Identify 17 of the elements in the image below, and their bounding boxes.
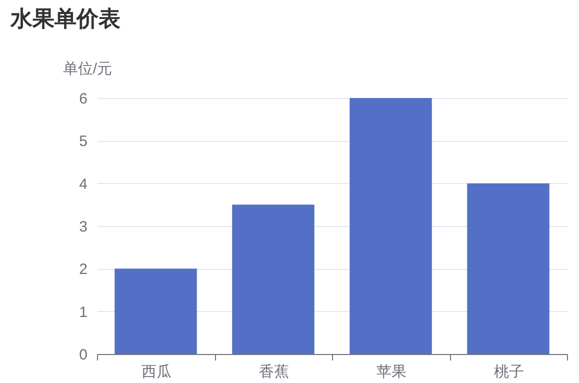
x-tick-label: 桃子 bbox=[494, 364, 524, 380]
bar bbox=[467, 183, 550, 354]
y-tick-label: 6 bbox=[79, 90, 88, 108]
bar bbox=[350, 98, 432, 354]
x-tick-label: 西瓜 bbox=[141, 364, 172, 380]
y-tick-label: 1 bbox=[79, 304, 88, 321]
y-tick-label: 3 bbox=[79, 218, 88, 236]
x-tick-label: 香蕉 bbox=[258, 364, 289, 380]
y-tick-label: 4 bbox=[79, 176, 88, 193]
y-tick-label: 2 bbox=[79, 261, 88, 278]
bar bbox=[114, 268, 197, 354]
y-tick-label: 0 bbox=[79, 346, 88, 364]
x-tick-label: 苹果 bbox=[376, 364, 406, 380]
bar bbox=[232, 204, 314, 354]
chart-title: 水果单价表 bbox=[9, 6, 120, 31]
y-axis-title: 单位/元 bbox=[62, 60, 112, 78]
y-tick-label: 5 bbox=[79, 133, 88, 150]
